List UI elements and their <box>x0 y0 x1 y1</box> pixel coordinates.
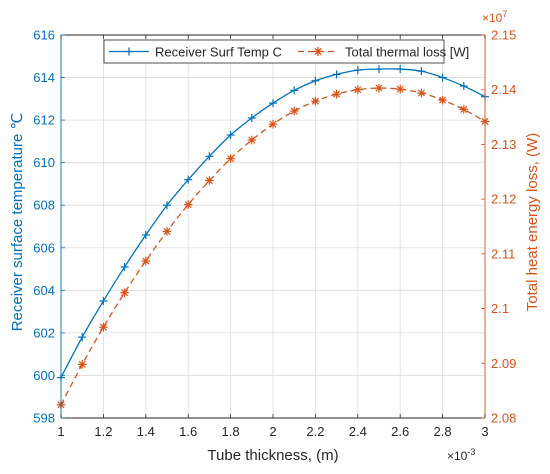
data-point <box>141 231 150 240</box>
axes: 1 1.2 1.4 1.6 1.8 2 2.2 2.4 2.6 2.8 3 598 600 602 604 6… <box>33 28 516 440</box>
y-right-axis-title: Total heat energy loss, (W) <box>524 133 541 311</box>
data-point <box>247 113 256 122</box>
x-tick-label: 2.2 <box>306 424 324 439</box>
data-point <box>353 66 362 75</box>
y-right-tick-label: 2.12 <box>491 192 516 207</box>
data-point <box>120 288 129 298</box>
data-point <box>268 119 278 129</box>
data-point <box>99 296 108 305</box>
y-left-tick-label: 610 <box>33 155 55 170</box>
data-point <box>396 65 405 74</box>
legend-marker-temp <box>125 47 133 56</box>
series-receiver-temp <box>57 65 489 382</box>
data-point <box>205 152 214 161</box>
data-point <box>417 88 426 98</box>
data-point <box>374 83 384 93</box>
x-axis-title: Tube thickness, (m) <box>207 447 338 464</box>
y-left-tick-label: 616 <box>33 28 55 43</box>
legend-label-loss: Total thermal loss [W] <box>345 45 469 60</box>
data-point <box>205 176 214 185</box>
data-point <box>226 131 235 140</box>
data-point <box>459 105 469 114</box>
x-tick-label: 3 <box>481 424 488 439</box>
x-tick-label: 2.4 <box>349 424 367 439</box>
data-point <box>311 96 320 106</box>
data-point <box>438 95 447 105</box>
data-point <box>184 175 193 184</box>
y-right-tick-label: 2.1 <box>491 301 509 316</box>
x-tick-label: 1 <box>57 424 64 439</box>
legend: Receiver Surf Temp C Total thermal loss … <box>103 39 469 64</box>
y-right-tick-label: 2.14 <box>491 82 516 97</box>
y-right-tick-label: 2.08 <box>491 411 516 426</box>
data-point <box>269 99 277 108</box>
data-point <box>395 84 405 94</box>
data-point <box>77 360 87 369</box>
data-point <box>332 70 341 79</box>
data-point <box>459 82 468 91</box>
data-point <box>417 67 426 76</box>
x-tick-label: 2.6 <box>391 424 409 439</box>
y-right-exponent-label: ×107 <box>482 9 507 25</box>
data-point <box>120 262 129 271</box>
data-point <box>163 201 171 210</box>
y-left-tick-label: 600 <box>33 368 55 383</box>
data-point <box>438 73 447 82</box>
data-point <box>183 200 193 209</box>
legend-box <box>103 39 445 64</box>
y-left-tick-label: 598 <box>33 411 55 426</box>
y-left-tick-label: 604 <box>33 283 55 298</box>
legend-marker-loss <box>313 47 323 56</box>
data-point <box>375 65 383 74</box>
y-right-tick-label: 2.15 <box>491 28 516 43</box>
data-point <box>332 89 341 99</box>
data-point <box>289 106 299 116</box>
data-point <box>99 322 108 332</box>
x-tick-label: 2.8 <box>434 424 452 439</box>
x-tick-label: 1.4 <box>137 424 155 439</box>
x-tick-label: 2 <box>269 424 276 439</box>
legend-label-temp: Receiver Surf Temp C <box>155 45 282 60</box>
data-point <box>78 333 87 342</box>
y-left-axis-title: Receiver surface temperature ℃ <box>9 113 26 332</box>
y-left-tick-label: 614 <box>33 70 55 85</box>
x-exponent-label: ×10-3 <box>447 447 475 463</box>
y-left-tick-label: 612 <box>33 113 55 128</box>
y-right-tick-label: 2.11 <box>491 246 515 261</box>
x-tick-label: 1.6 <box>179 424 197 439</box>
data-point <box>226 154 235 163</box>
y-right-tick-label: 2.09 <box>491 356 516 371</box>
data-point <box>162 227 172 236</box>
data-point <box>290 86 299 95</box>
data-point <box>247 135 257 145</box>
data-point <box>141 256 151 266</box>
y-left-tick-label: 602 <box>33 325 55 340</box>
y-left-tick-label: 608 <box>33 198 55 213</box>
y-right-tick-label: 2.13 <box>491 137 516 152</box>
x-tick-label: 1.2 <box>94 424 112 439</box>
data-point <box>353 85 363 95</box>
x-tick-label: 1.8 <box>222 424 240 439</box>
y-left-tick-label: 606 <box>33 240 55 255</box>
data-point <box>311 76 320 85</box>
